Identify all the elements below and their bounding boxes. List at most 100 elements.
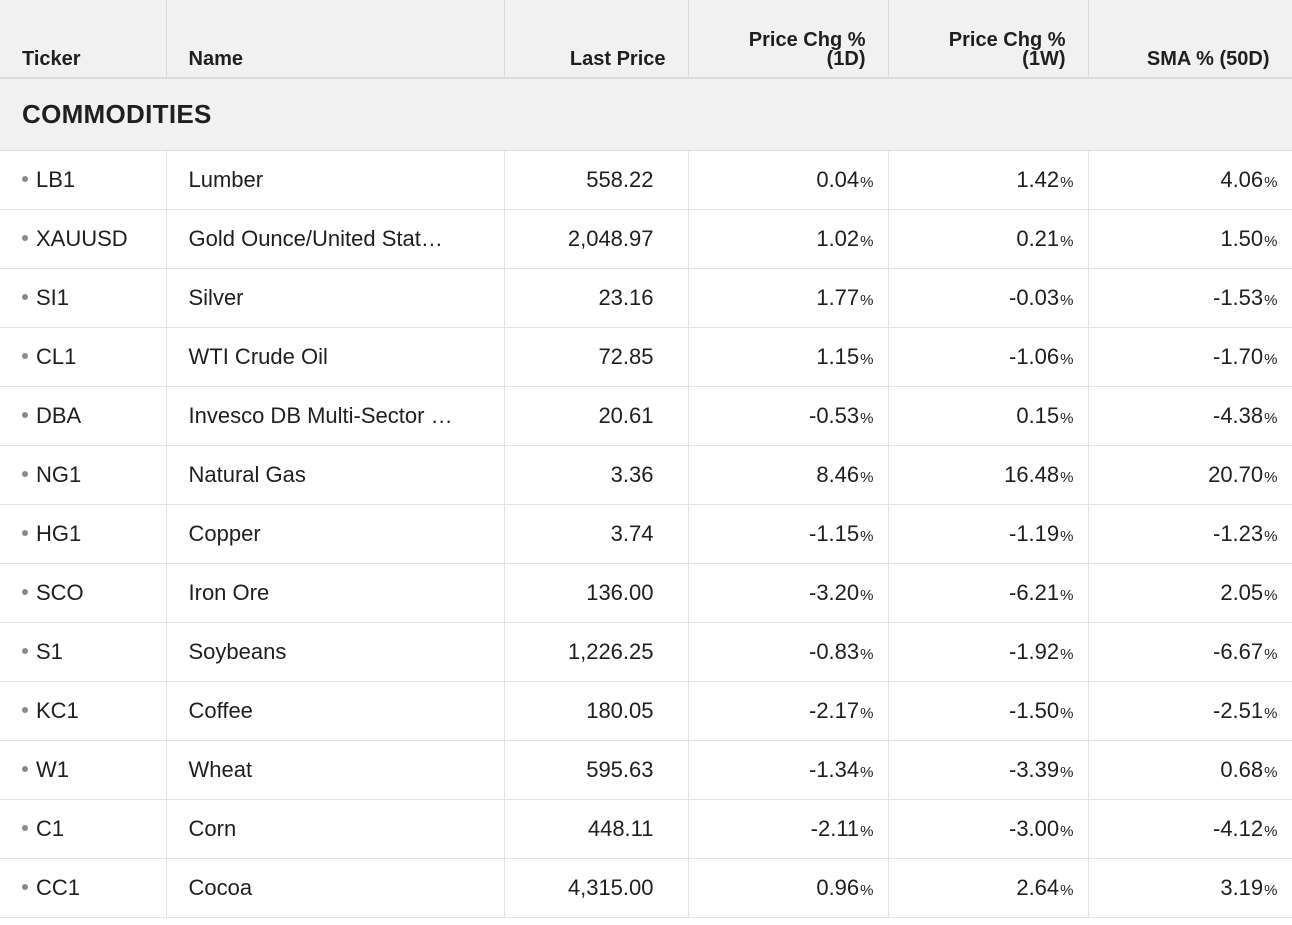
ticker-cell[interactable]: SCO [0,563,167,623]
sma-50d-cell: -6.67% [1088,622,1292,682]
price-chg-1w-cell: -3.00% [888,799,1089,859]
table-row[interactable]: NG1 Natural Gas 3.36 8.46% 16.48% 20.70% [0,445,1292,505]
column-header-ticker[interactable]: Ticker [0,0,167,79]
sma-50d-cell: 3.19% [1088,858,1292,918]
percent-sign: % [1264,646,1278,663]
section-row-commodities: COMMODITIES [0,78,1292,151]
ticker-symbol[interactable]: CC1 [36,875,81,900]
table-row[interactable]: CC1 Cocoa 4,315.00 0.96% 2.64% 3.19% [0,858,1292,918]
ticker-symbol[interactable]: C1 [36,816,65,841]
percent-value: -4.38 [1213,403,1264,428]
ticker-symbol[interactable]: CL1 [36,344,77,369]
sma-50d-cell: 1.50% [1088,209,1292,269]
price-chg-1w-cell: 0.21% [888,209,1089,269]
price-chg-1d-cell: 1.77% [688,268,889,328]
table-row[interactable]: C1 Corn 448.11 -2.11% -3.00% -4.12% [0,799,1292,859]
ticker-symbol[interactable]: KC1 [36,698,79,723]
percent-value: 2.64 [1016,875,1060,900]
sma-50d-cell: 20.70% [1088,445,1292,505]
ticker-cell[interactable]: HG1 [0,504,167,564]
column-header-price-chg-1w-period: (1W) [1022,48,1066,70]
ticker-cell[interactable]: C1 [0,799,167,859]
ticker-symbol[interactable]: XAUUSD [36,226,128,251]
last-price-cell: 3.36 [504,445,689,505]
ticker-cell[interactable]: KC1 [0,681,167,741]
percent-value: 1.50 [1220,226,1264,251]
ticker-cell[interactable]: NG1 [0,445,167,505]
column-header-price-chg-1d[interactable]: Price Chg % (1D) [688,0,889,79]
table-row[interactable]: SCO Iron Ore 136.00 -3.20% -6.21% 2.05% [0,563,1292,623]
column-header-last-price[interactable]: Last Price [504,0,689,79]
percent-sign: % [1264,174,1278,191]
column-header-sma-50d[interactable]: SMA % (50D) [1088,0,1292,79]
table-row[interactable]: LB1 Lumber 558.22 0.04% 1.42% 4.06% [0,150,1292,210]
price-chg-1d-cell: -1.15% [688,504,889,564]
bullet-icon [22,176,28,183]
ticker-symbol[interactable]: W1 [36,757,69,782]
name-cell: Soybeans [166,622,505,682]
price-chg-1w-cell: -1.06% [888,327,1089,387]
price-chg-1d-cell: 1.02% [688,209,889,269]
price-chg-1w-cell: -3.39% [888,740,1089,800]
percent-value: -1.06 [1009,344,1060,369]
column-header-name[interactable]: Name [166,0,505,79]
table-row[interactable]: W1 Wheat 595.63 -1.34% -3.39% 0.68% [0,740,1292,800]
table-row[interactable]: DBA Invesco DB Multi-Sector … 20.61 -0.53% 0… [0,386,1292,446]
price-chg-1w-cell: 2.64% [888,858,1089,918]
percent-value: -1.34 [809,757,860,782]
percent-value: 3.19 [1220,875,1264,900]
sma-50d-cell: 0.68% [1088,740,1292,800]
name-cell: WTI Crude Oil [166,327,505,387]
ticker-symbol[interactable]: DBA [36,403,82,428]
percent-value: -1.19 [1009,521,1060,546]
price-chg-1w-cell: -1.92% [888,622,1089,682]
percent-value: -1.50 [1009,698,1060,723]
bullet-icon [22,707,28,714]
ticker-symbol[interactable]: S1 [36,639,63,664]
ticker-symbol[interactable]: LB1 [36,167,76,192]
ticker-cell[interactable]: LB1 [0,150,167,210]
price-chg-1d-cell: -0.53% [688,386,889,446]
name-cell: Silver [166,268,505,328]
ticker-cell[interactable]: S1 [0,622,167,682]
percent-sign: % [1264,764,1278,781]
percent-value: -6.21 [1009,580,1060,605]
percent-sign: % [1264,528,1278,545]
percent-value: 2.05 [1220,580,1264,605]
table-row[interactable]: SI1 Silver 23.16 1.77% -0.03% -1.53% [0,268,1292,328]
ticker-cell[interactable]: W1 [0,740,167,800]
column-header-price-chg-1w[interactable]: Price Chg % (1W) [888,0,1089,79]
bullet-icon [22,294,28,301]
ticker-symbol[interactable]: NG1 [36,462,82,487]
percent-sign: % [1264,410,1278,427]
ticker-cell[interactable]: CL1 [0,327,167,387]
price-chg-1d-cell: -0.83% [688,622,889,682]
price-chg-1w-cell: -6.21% [888,563,1089,623]
ticker-cell[interactable]: CC1 [0,858,167,918]
table-row[interactable]: S1 Soybeans 1,226.25 -0.83% -1.92% -6.67% [0,622,1292,682]
ticker-cell[interactable]: SI1 [0,268,167,328]
percent-sign: % [1060,882,1074,899]
ticker-symbol[interactable]: HG1 [36,521,82,546]
percent-sign: % [1264,705,1278,722]
last-price-cell: 23.16 [504,268,689,328]
percent-value: 8.46 [816,462,860,487]
ticker-symbol[interactable]: SCO [36,580,84,605]
ticker-cell[interactable]: DBA [0,386,167,446]
percent-sign: % [1264,823,1278,840]
percent-value: -4.12 [1213,816,1264,841]
percent-sign: % [860,882,874,899]
percent-value: 4.06 [1220,167,1264,192]
percent-sign: % [1060,705,1074,722]
ticker-cell[interactable]: XAUUSD [0,209,167,269]
table-row[interactable]: HG1 Copper 3.74 -1.15% -1.19% -1.23% [0,504,1292,564]
table-row[interactable]: KC1 Coffee 180.05 -2.17% -1.50% -2.51% [0,681,1292,741]
table-row[interactable]: CL1 WTI Crude Oil 72.85 1.15% -1.06% -1.70% [0,327,1292,387]
percent-sign: % [860,587,874,604]
price-chg-1w-cell: -1.19% [888,504,1089,564]
percent-sign: % [1060,469,1074,486]
ticker-symbol[interactable]: SI1 [36,285,70,310]
name-cell: Wheat [166,740,505,800]
table-row[interactable]: XAUUSD Gold Ounce/United Stat… 2,048.97 1.0… [0,209,1292,269]
